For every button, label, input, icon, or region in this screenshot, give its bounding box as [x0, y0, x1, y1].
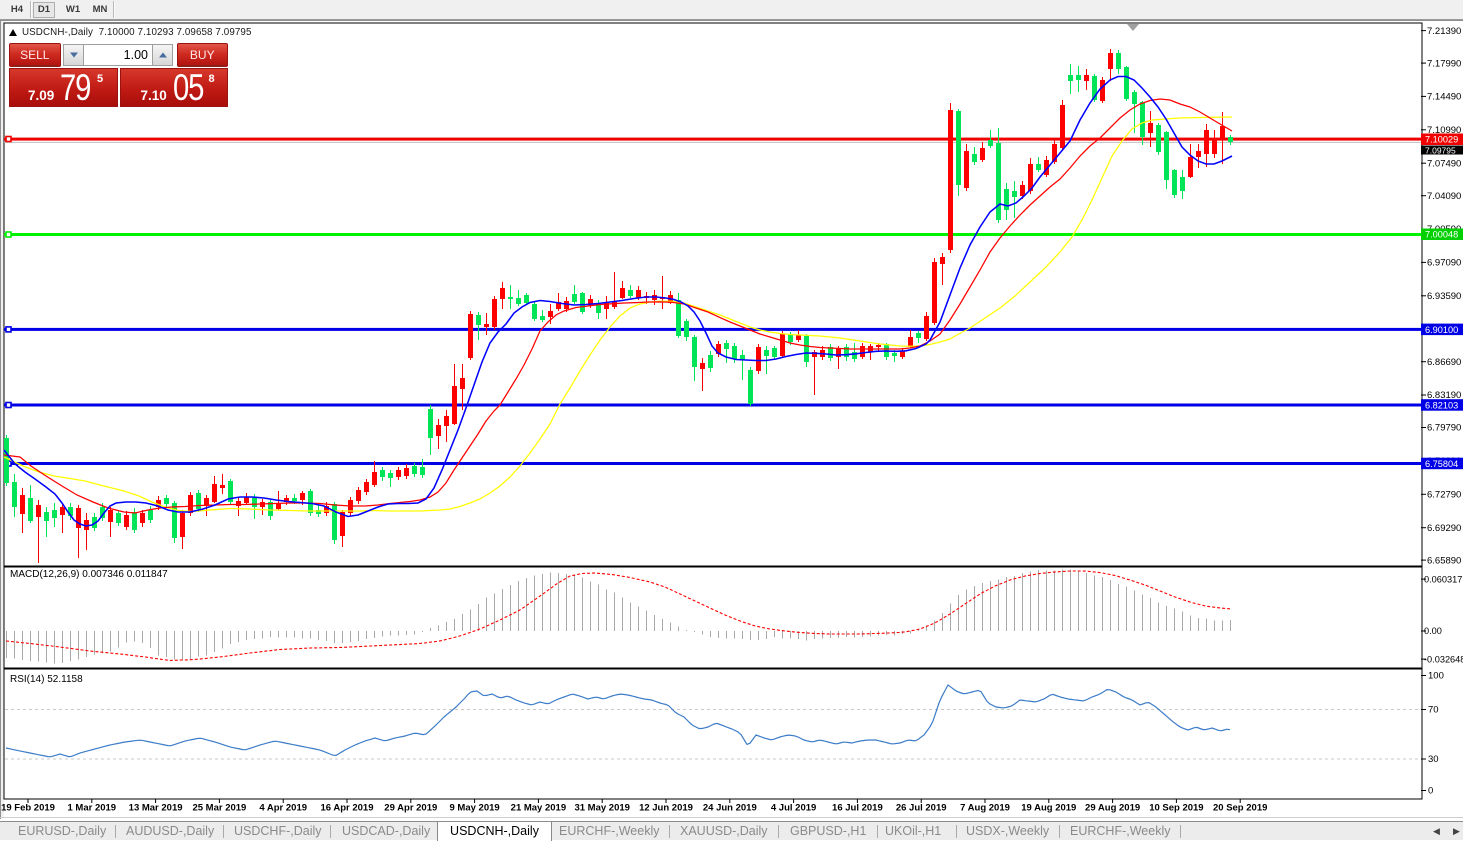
svg-text:6.79790: 6.79790: [1427, 423, 1461, 434]
svg-text:7.09795: 7.09795: [1425, 145, 1456, 155]
svg-text:9 May 2019: 9 May 2019: [450, 803, 500, 814]
svg-text:29 Apr 2019: 29 Apr 2019: [384, 803, 437, 814]
svg-text:0.060317: 0.060317: [1424, 574, 1462, 584]
svg-text:30: 30: [1428, 754, 1439, 765]
svg-text:7.21390: 7.21390: [1427, 26, 1461, 37]
svg-text:24 Jun 2019: 24 Jun 2019: [703, 803, 757, 814]
svg-text:0.00: 0.00: [1424, 626, 1442, 636]
svg-text:7.07490: 7.07490: [1427, 158, 1461, 169]
svg-text:25 Mar 2019: 25 Mar 2019: [192, 803, 246, 814]
svg-text:26 Jul 2019: 26 Jul 2019: [896, 803, 947, 814]
svg-text:7 Aug 2019: 7 Aug 2019: [960, 803, 1010, 814]
svg-text:19 Feb 2019: 19 Feb 2019: [1, 803, 55, 814]
svg-text:7.17990: 7.17990: [1427, 58, 1461, 69]
svg-text:21 May 2019: 21 May 2019: [511, 803, 566, 814]
svg-text:6.90100: 6.90100: [1425, 325, 1458, 335]
svg-text:6.82103: 6.82103: [1425, 400, 1458, 410]
svg-text:4 Apr 2019: 4 Apr 2019: [259, 803, 307, 814]
svg-text:0: 0: [1428, 786, 1433, 797]
svg-text:19 Aug 2019: 19 Aug 2019: [1021, 803, 1076, 814]
svg-text:31 May 2019: 31 May 2019: [574, 803, 629, 814]
svg-text:6.72790: 6.72790: [1427, 490, 1461, 501]
svg-text:100: 100: [1428, 671, 1444, 682]
svg-text:20 Sep 2019: 20 Sep 2019: [1213, 803, 1267, 814]
svg-text:6.83190: 6.83190: [1427, 390, 1461, 401]
svg-text:16 Apr 2019: 16 Apr 2019: [321, 803, 374, 814]
svg-text:1 Mar 2019: 1 Mar 2019: [68, 803, 117, 814]
svg-text:-0.032648: -0.032648: [1424, 654, 1463, 664]
svg-text:6.75804: 6.75804: [1425, 459, 1458, 469]
svg-text:13 Mar 2019: 13 Mar 2019: [129, 803, 183, 814]
svg-text:7.10990: 7.10990: [1427, 125, 1461, 136]
svg-text:7.04090: 7.04090: [1427, 191, 1461, 202]
svg-text:7.00048: 7.00048: [1425, 230, 1458, 240]
svg-text:7.14490: 7.14490: [1427, 92, 1461, 103]
svg-text:7.10029: 7.10029: [1425, 135, 1458, 145]
svg-text:6.69290: 6.69290: [1427, 523, 1461, 534]
svg-text:MACD(12,26,9) 0.007346 0.01184: MACD(12,26,9) 0.007346 0.011847: [10, 569, 168, 580]
svg-text:4 Jul 2019: 4 Jul 2019: [771, 803, 816, 814]
svg-text:6.93590: 6.93590: [1427, 291, 1461, 302]
svg-text:6.97090: 6.97090: [1427, 258, 1461, 269]
svg-text:29 Aug 2019: 29 Aug 2019: [1085, 803, 1140, 814]
svg-text:12 Jun 2019: 12 Jun 2019: [639, 803, 693, 814]
svg-text:6.65890: 6.65890: [1427, 555, 1461, 566]
svg-text:RSI(14) 52.1158: RSI(14) 52.1158: [10, 674, 83, 685]
svg-text:10 Sep 2019: 10 Sep 2019: [1149, 803, 1203, 814]
svg-text:16 Jul 2019: 16 Jul 2019: [832, 803, 883, 814]
svg-text:70: 70: [1428, 705, 1439, 716]
svg-text:6.86690: 6.86690: [1427, 357, 1461, 368]
